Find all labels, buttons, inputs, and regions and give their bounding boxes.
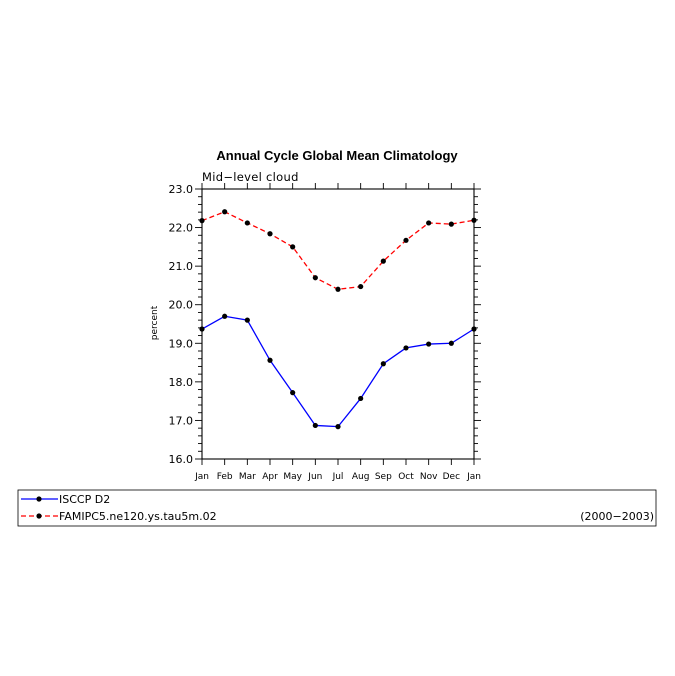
x-tick-label: May bbox=[283, 472, 302, 482]
x-tick-label: Jun bbox=[307, 472, 322, 482]
series-line-2 bbox=[201, 211, 475, 290]
chart-subtitle: Mid−level cloud bbox=[202, 170, 299, 184]
chart-title: Annual Cycle Global Mean Climatology bbox=[216, 148, 458, 163]
y-tick-label: 20.0 bbox=[169, 299, 194, 312]
y-tick-label: 18.0 bbox=[169, 376, 194, 389]
x-tick-label: Jul bbox=[332, 472, 344, 482]
series-1-point bbox=[448, 340, 454, 346]
legend-marker-1 bbox=[36, 496, 42, 502]
x-tick-label: Jan bbox=[466, 472, 481, 482]
series-1-point bbox=[403, 345, 409, 351]
series-1-point bbox=[267, 357, 273, 363]
y-tick-label: 17.0 bbox=[169, 414, 194, 427]
series-2-point bbox=[426, 220, 432, 226]
y-tick-label: 16.0 bbox=[169, 453, 194, 466]
series-2-point bbox=[448, 221, 454, 227]
series-1-point bbox=[471, 326, 477, 332]
series-1-point bbox=[335, 424, 341, 430]
x-tick-label: Oct bbox=[398, 472, 414, 482]
x-tick-label: Feb bbox=[217, 472, 233, 482]
plot-frame bbox=[201, 188, 475, 460]
series-1-point bbox=[426, 341, 432, 347]
y-tick-label: 19.0 bbox=[169, 337, 194, 350]
x-tick-label: Mar bbox=[239, 472, 256, 482]
y-tick-label: 21.0 bbox=[169, 260, 194, 273]
legend-box bbox=[17, 489, 657, 527]
series-2-point bbox=[380, 258, 386, 264]
x-tick-label: Jan bbox=[194, 472, 209, 482]
x-tick-label: Apr bbox=[262, 472, 278, 482]
y-tick-label: 23.0 bbox=[169, 183, 194, 196]
legend-label-1: ISCCP D2 bbox=[59, 493, 110, 506]
series-2-point bbox=[358, 283, 364, 290]
y-tick-label: 22.0 bbox=[169, 222, 194, 235]
series-2-point bbox=[335, 286, 341, 292]
series-2-point bbox=[471, 217, 477, 223]
x-tick-label: Sep bbox=[375, 472, 392, 482]
series-1-point bbox=[244, 317, 250, 323]
series-2-point bbox=[244, 220, 250, 226]
series-1-point bbox=[312, 422, 318, 429]
plot-area: 16.0 17.0 18.0 19.0 20.0 21.0 22.0 23.0 Jan Feb Ma… bbox=[169, 183, 481, 482]
x-tick-label: Aug bbox=[352, 472, 370, 482]
x-tick-label: Nov bbox=[420, 472, 438, 482]
legend: (2000−2003) ISCCP D2 FAMIPC5.ne120.ys.tau… bbox=[17, 489, 657, 527]
series-1-point bbox=[199, 326, 205, 332]
series-2-point bbox=[267, 231, 273, 237]
legend-marker-2 bbox=[36, 513, 42, 519]
series-2-point bbox=[312, 275, 318, 281]
x-tick-label: Dec bbox=[443, 472, 460, 482]
series-2-point bbox=[199, 218, 205, 224]
series-2-point bbox=[403, 237, 409, 243]
y-axis-label: percent bbox=[150, 305, 160, 340]
series-2-point bbox=[222, 209, 228, 215]
series-1-point bbox=[358, 395, 364, 402]
series-1-point bbox=[380, 361, 386, 367]
legend-period-label: (2000−2003) bbox=[580, 510, 654, 523]
series-2-point bbox=[290, 244, 296, 250]
series-1-point bbox=[222, 313, 228, 319]
series-1-point bbox=[290, 390, 296, 396]
legend-label-2: FAMIPC5.ne120.ys.tau5m.02 bbox=[59, 510, 217, 523]
series-line-1 bbox=[201, 315, 475, 428]
